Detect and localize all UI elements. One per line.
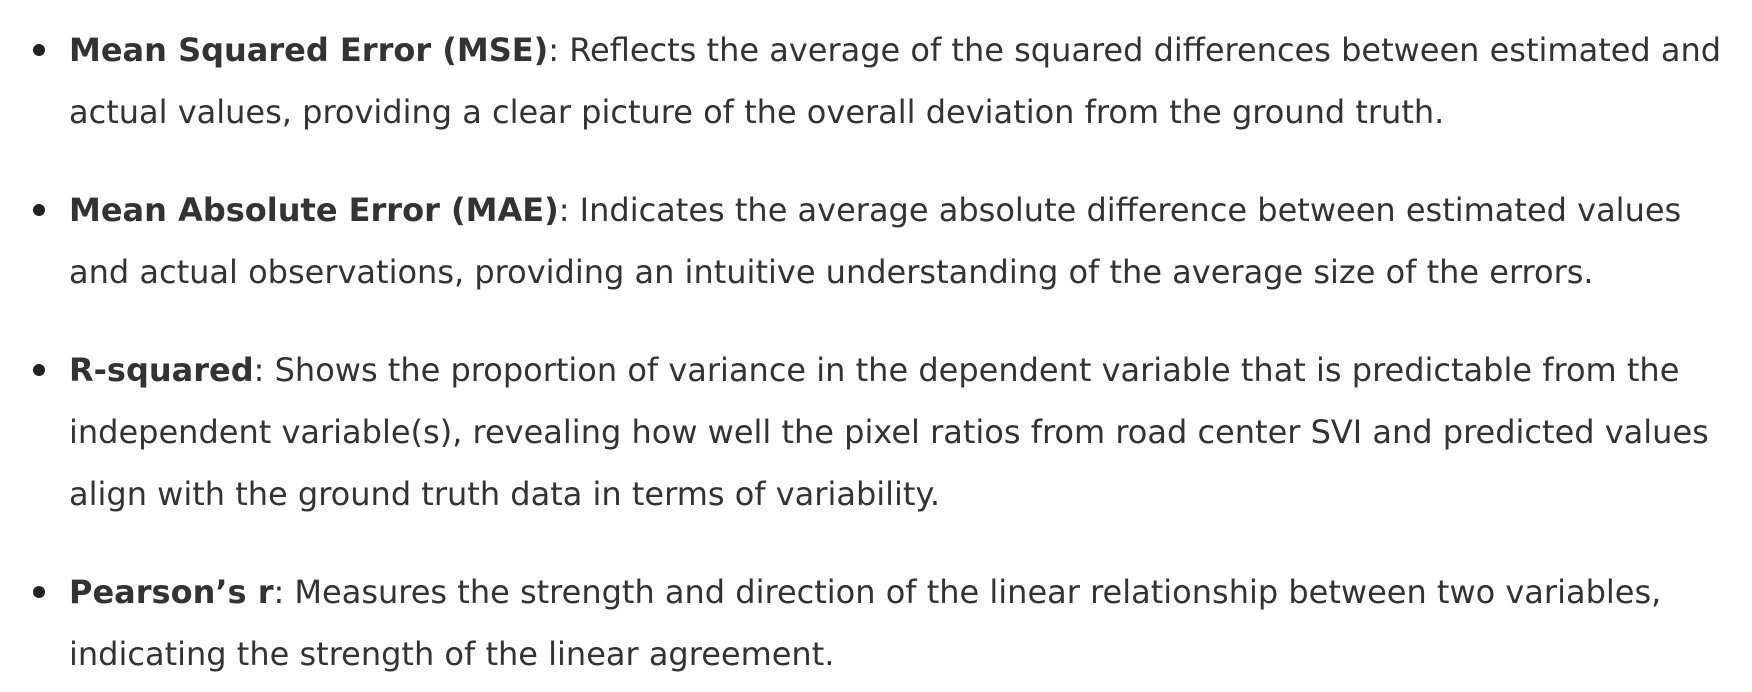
bullet-icon — [33, 204, 45, 216]
metric-separator: : — [548, 31, 560, 69]
list-item-pearsons-r: Pearson’s r: Measures the strength and d… — [0, 561, 1752, 685]
metric-description: Shows the proportion of variance in the … — [69, 351, 1709, 513]
bullet-icon — [33, 44, 45, 56]
list-item-r-squared: R-squared: Shows the proportion of varia… — [0, 339, 1752, 525]
metric-term: Mean Absolute Error (MAE) — [69, 191, 559, 229]
metric-term: R-squared — [69, 351, 254, 389]
metric-separator: : — [558, 191, 570, 229]
metric-separator: : — [273, 573, 285, 611]
metric-separator: : — [253, 351, 265, 389]
metric-description: Indicates the average absolute differenc… — [69, 191, 1682, 291]
bullet-icon — [33, 586, 45, 598]
metric-term: Mean Squared Error (MSE) — [69, 31, 549, 69]
metric-term: Pearson’s r — [69, 573, 274, 611]
list-item-mae: Mean Absolute Error (MAE): Indicates the… — [0, 179, 1752, 303]
metric-description: Measures the strength and direction of t… — [69, 573, 1662, 673]
metric-description: Reflects the average of the squared diff… — [69, 31, 1722, 131]
list-item-mse: Mean Squared Error (MSE): Reflects the a… — [0, 19, 1752, 143]
bullet-icon — [33, 364, 45, 376]
